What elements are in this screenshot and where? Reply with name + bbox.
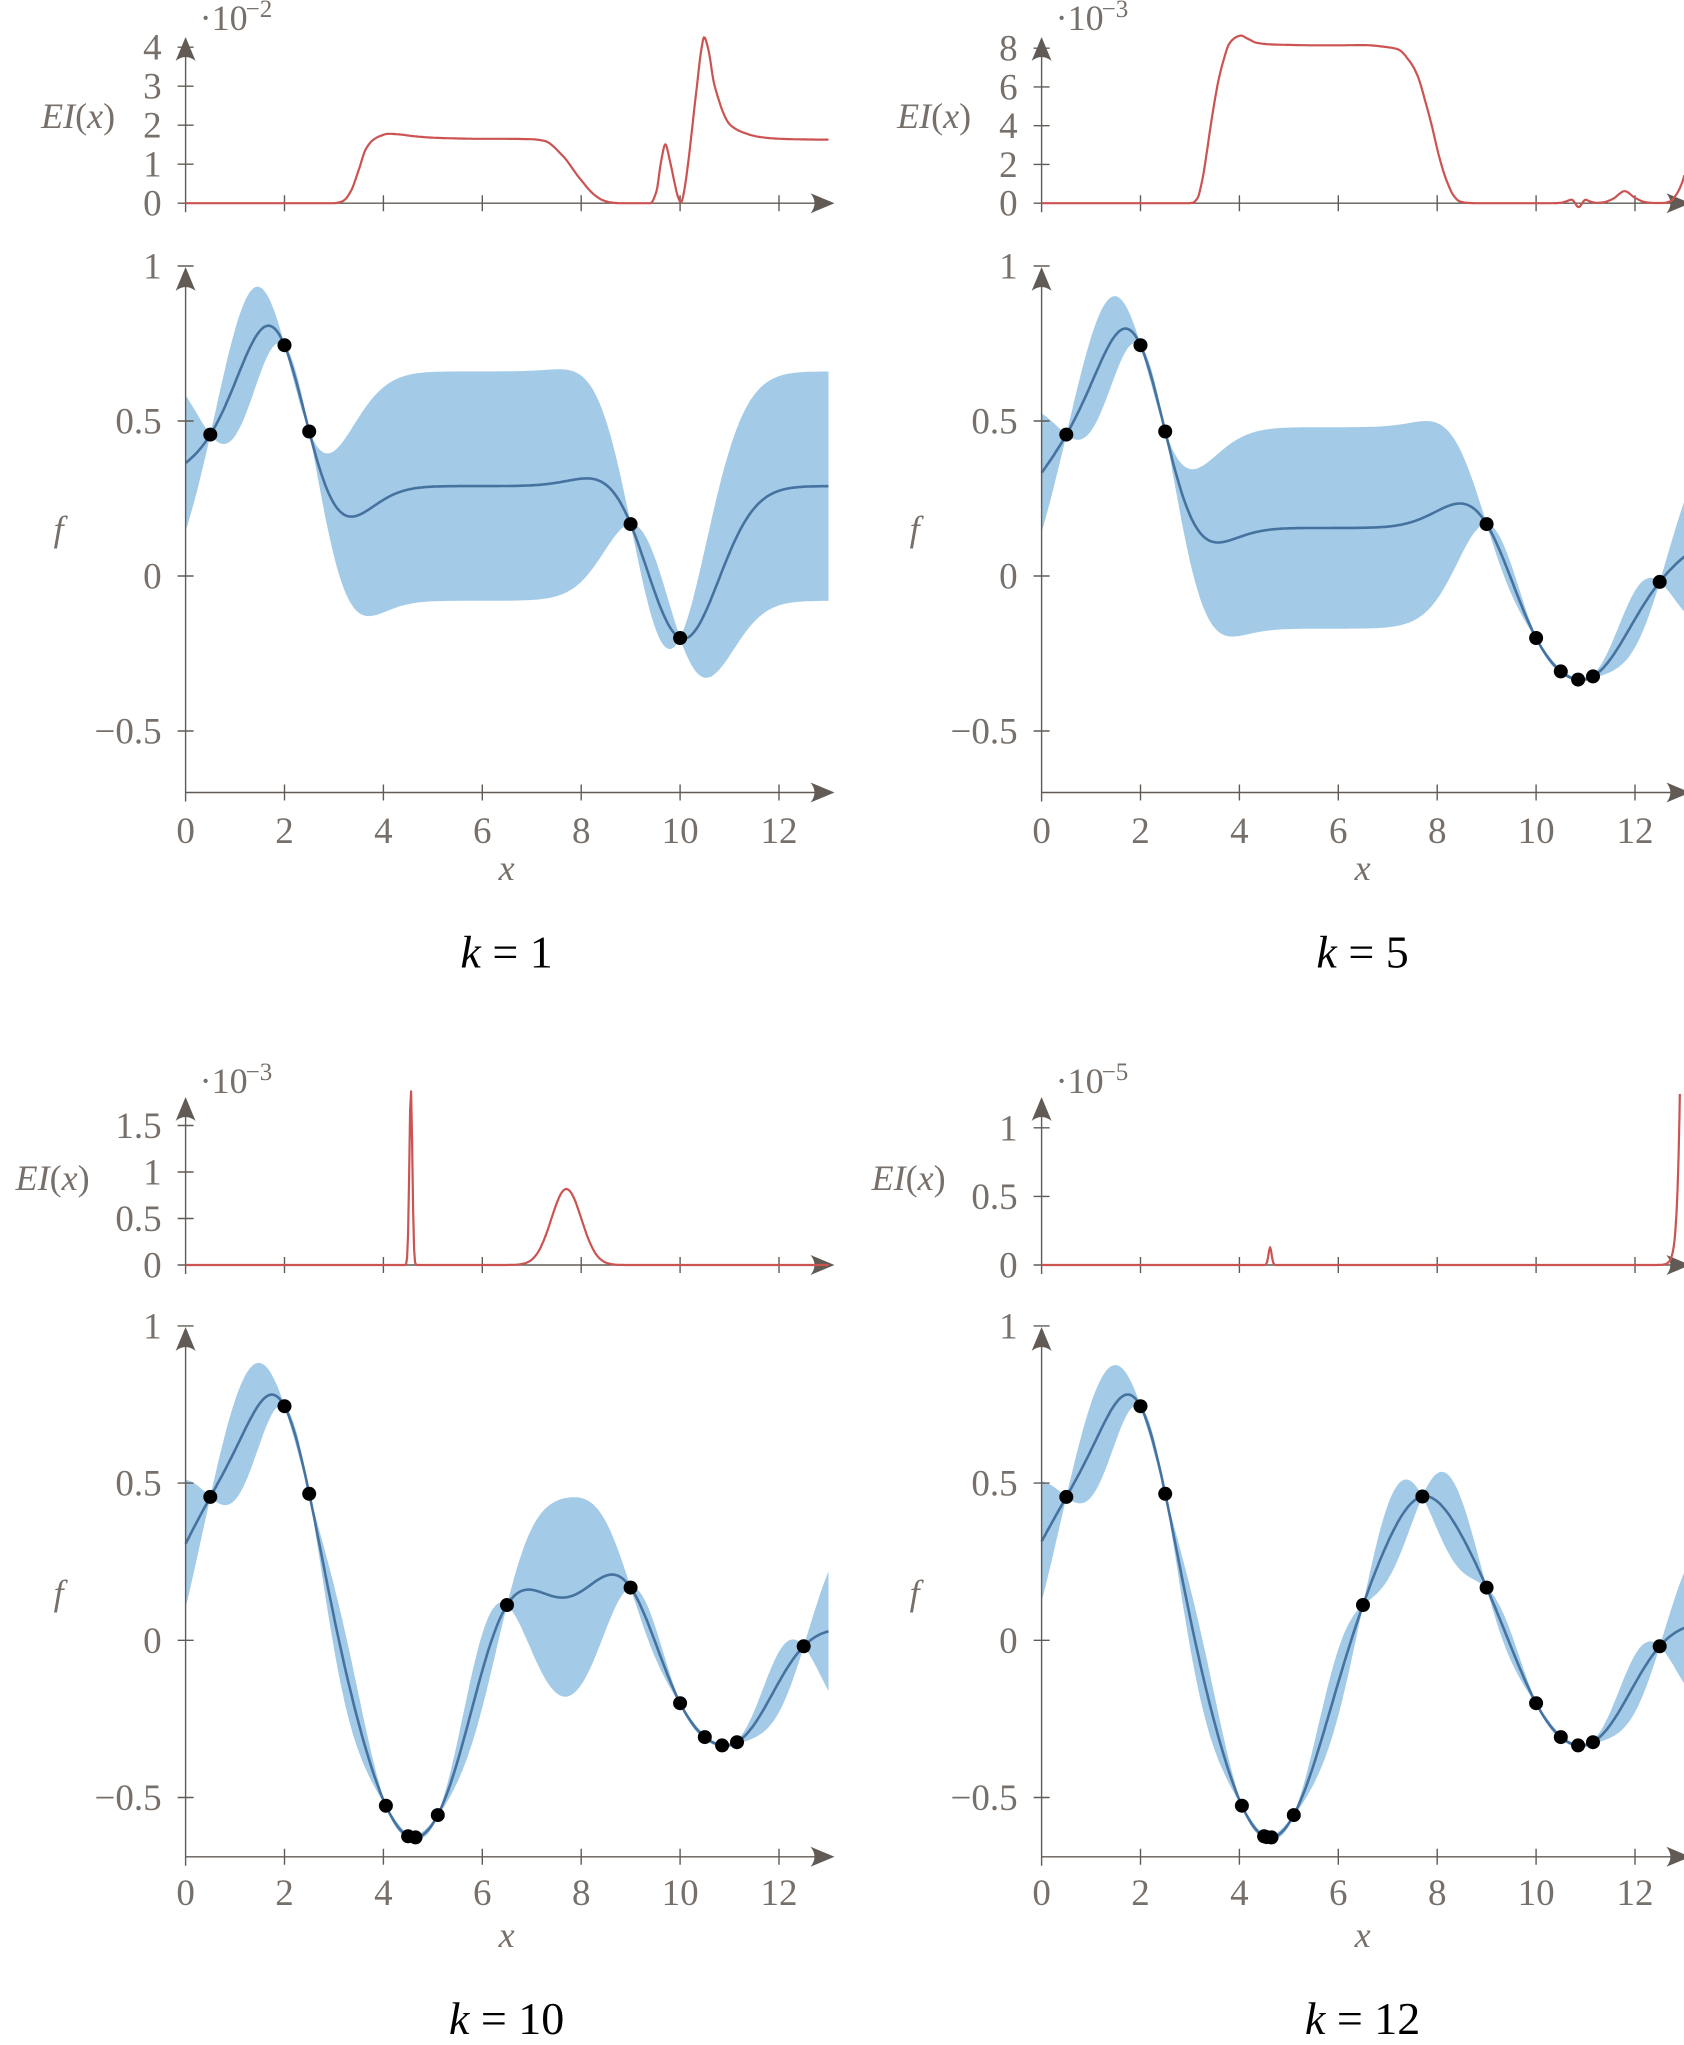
svg-text:8: 8: [572, 1873, 591, 1914]
svg-text:12: 12: [1617, 811, 1654, 852]
svg-text:0: 0: [999, 1621, 1018, 1662]
svg-text:8: 8: [572, 811, 591, 852]
svg-text:2: 2: [999, 145, 1018, 186]
svg-text:1: 1: [143, 1306, 162, 1347]
svg-text:0: 0: [176, 811, 195, 852]
svg-text:1: 1: [143, 145, 162, 186]
svg-text:−2: −2: [246, 0, 273, 23]
svg-text:k = 10: k = 10: [449, 1993, 564, 2044]
svg-text:0: 0: [143, 1621, 162, 1662]
svg-text:10: 10: [1518, 1873, 1555, 1914]
svg-text:0.5: 0.5: [115, 1464, 161, 1505]
svg-text:−0.5: −0.5: [950, 712, 1017, 753]
svg-text:8: 8: [999, 29, 1018, 70]
svg-text:4: 4: [143, 28, 162, 69]
svg-text:0: 0: [176, 1873, 195, 1914]
svg-text:6: 6: [473, 811, 492, 852]
svg-text:x: x: [498, 848, 515, 888]
svg-text:0: 0: [1032, 1873, 1051, 1914]
svg-text:−0.5: −0.5: [94, 712, 161, 753]
svg-text:1: 1: [999, 1108, 1018, 1149]
svg-text:k = 1: k = 1: [460, 927, 552, 978]
svg-text:2: 2: [143, 106, 162, 147]
svg-text:−0.5: −0.5: [950, 1778, 1017, 1819]
svg-text:8: 8: [1428, 1873, 1447, 1914]
svg-text:EI(x): EI(x): [871, 1158, 946, 1198]
svg-text:0.5: 0.5: [115, 402, 161, 443]
svg-text:1: 1: [143, 1153, 162, 1194]
svg-text:4: 4: [374, 1873, 393, 1914]
svg-text:k = 12: k = 12: [1305, 1993, 1420, 2044]
svg-text:3: 3: [143, 67, 162, 108]
svg-text:0: 0: [143, 557, 162, 598]
svg-text:0: 0: [143, 1246, 162, 1287]
svg-text:10: 10: [1518, 811, 1555, 852]
svg-text:10: 10: [662, 1873, 699, 1914]
svg-text:4: 4: [1230, 811, 1249, 852]
svg-text:0: 0: [1032, 811, 1051, 852]
svg-text:8: 8: [1428, 811, 1447, 852]
svg-text:1.5: 1.5: [115, 1106, 161, 1147]
svg-text:4: 4: [1230, 1873, 1249, 1914]
svg-text:0.5: 0.5: [971, 1464, 1017, 1505]
svg-text:10: 10: [662, 811, 699, 852]
svg-text:·10: ·10: [200, 0, 248, 38]
svg-text:1: 1: [143, 247, 162, 288]
svg-text:12: 12: [1617, 1873, 1654, 1914]
svg-text:1: 1: [999, 1306, 1018, 1347]
svg-text:k = 5: k = 5: [1316, 927, 1408, 978]
svg-text:x: x: [498, 1915, 515, 1955]
svg-text:2: 2: [275, 811, 294, 852]
svg-text:6: 6: [999, 67, 1018, 108]
svg-text:EI(x): EI(x): [40, 96, 115, 136]
svg-text:6: 6: [473, 1873, 492, 1914]
svg-text:2: 2: [275, 1873, 294, 1914]
svg-text:4: 4: [374, 811, 393, 852]
svg-text:4: 4: [999, 106, 1018, 147]
svg-text:0: 0: [999, 184, 1018, 225]
svg-text:x: x: [1354, 848, 1371, 888]
svg-text:2: 2: [1131, 1873, 1150, 1914]
svg-text:0.5: 0.5: [115, 1199, 161, 1240]
svg-text:·10: ·10: [200, 1061, 248, 1101]
svg-text:EI(x): EI(x): [896, 96, 971, 136]
svg-text:0: 0: [999, 557, 1018, 598]
svg-text:−0.5: −0.5: [94, 1778, 161, 1819]
svg-text:·10: ·10: [1056, 1061, 1104, 1101]
svg-text:EI(x): EI(x): [15, 1158, 90, 1198]
svg-text:6: 6: [1329, 1873, 1348, 1914]
svg-text:−5: −5: [1102, 1059, 1129, 1086]
svg-text:0.5: 0.5: [971, 1177, 1017, 1218]
svg-text:6: 6: [1329, 811, 1348, 852]
svg-text:0: 0: [999, 1246, 1018, 1287]
svg-text:−3: −3: [246, 1059, 273, 1086]
svg-text:x: x: [1354, 1915, 1371, 1955]
svg-text:1: 1: [999, 247, 1018, 288]
svg-text:2: 2: [1131, 811, 1150, 852]
svg-text:0.5: 0.5: [971, 402, 1017, 443]
svg-text:12: 12: [761, 811, 798, 852]
svg-text:−3: −3: [1102, 0, 1129, 23]
svg-text:0: 0: [143, 184, 162, 225]
svg-text:12: 12: [761, 1873, 798, 1914]
svg-text:·10: ·10: [1056, 0, 1104, 38]
